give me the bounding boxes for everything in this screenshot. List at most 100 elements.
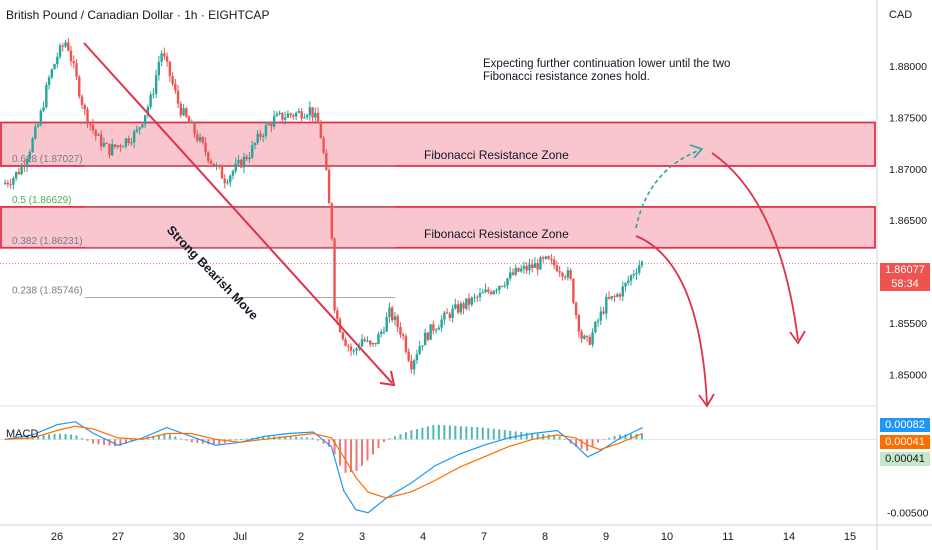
candle-body (363, 339, 366, 342)
fibonacci-label: 0.238 (1.85746) (12, 286, 83, 297)
candle-body (6, 182, 10, 185)
candle-body (316, 112, 320, 124)
candle-body (149, 94, 152, 107)
macd-histogram-bar (558, 436, 561, 440)
candle-body (204, 142, 207, 153)
macd-histogram-bar (240, 439, 243, 440)
candle-body (352, 350, 355, 352)
candle-body (459, 303, 463, 313)
candle-body (251, 145, 254, 158)
macd-histogram-bar (421, 427, 424, 440)
candle-body (42, 107, 45, 111)
candle-body (264, 125, 268, 136)
candle-body (613, 296, 616, 298)
candle-body (143, 115, 147, 125)
time-tick-label: 26 (51, 531, 63, 543)
macd-histogram-bar (371, 439, 374, 455)
time-tick-label: 7 (481, 531, 487, 543)
candle-body (349, 346, 353, 351)
macd-histogram-bar (465, 426, 468, 440)
candle-body (445, 312, 449, 314)
candle-body (289, 113, 292, 115)
candle-body (492, 290, 495, 294)
countdown-tag: 58:34 (880, 277, 930, 291)
candle-body (267, 123, 270, 126)
zone-lower-label: Fibonacci Resistance Zone (424, 227, 569, 241)
candle-body (495, 290, 498, 292)
macd-histogram-bar (262, 436, 265, 440)
candle-body (541, 257, 545, 259)
candle-body (418, 346, 421, 355)
candle-body (640, 261, 644, 266)
macd-histogram-bar (190, 439, 193, 443)
candle-body (28, 152, 32, 160)
macd-histogram-bar (580, 439, 583, 449)
candle-body (234, 163, 237, 172)
candle-body (56, 56, 59, 65)
macd-histogram-bar (48, 434, 51, 440)
candle-body (605, 297, 608, 314)
candle-body (319, 123, 323, 139)
candle-body (470, 297, 473, 305)
macd-histogram-bar (531, 433, 534, 440)
macd-histogram-bar (415, 429, 418, 440)
candle-body (374, 342, 377, 345)
candle-body (514, 267, 517, 275)
time-tick-label: 10 (661, 531, 673, 543)
candle-body (327, 169, 331, 204)
candle-body (330, 203, 334, 239)
signal-line (5, 425, 643, 499)
macd-histogram-bar (498, 429, 501, 440)
candle-body (434, 329, 438, 331)
candle-body (550, 258, 553, 260)
macd-histogram-bar (59, 433, 62, 440)
candle-body (415, 354, 419, 361)
time-axis[interactable]: 26 27 30 Jul 2 3 4 7 8 9 10 11 14 15 (51, 531, 856, 543)
candle-body (544, 256, 548, 259)
time-tick-label: 27 (112, 531, 124, 543)
histogram-value-tag: 0.00041 (880, 452, 930, 466)
candle-body (322, 138, 325, 153)
candle-body (500, 286, 504, 288)
candle-body (390, 307, 394, 321)
candle-body (629, 275, 633, 281)
candle-body (498, 286, 501, 291)
macd-histogram-bar (251, 437, 254, 440)
macd-histogram-bar (437, 424, 440, 440)
candle-body (119, 145, 122, 147)
candle-body (360, 339, 364, 347)
macd-histogram-bar (201, 439, 204, 444)
candle-body (536, 263, 539, 270)
candle-body (412, 360, 416, 370)
candle-body (635, 272, 638, 275)
candle-body (333, 238, 336, 311)
candle-body (25, 159, 29, 167)
candle-body (152, 93, 155, 95)
candle-body (113, 144, 117, 147)
candle-body (399, 327, 402, 335)
candle-body (193, 122, 196, 135)
candle-body (69, 50, 73, 62)
candle-body (382, 331, 386, 333)
candle-body (223, 178, 226, 184)
macd-histogram-bar (91, 439, 94, 444)
candle-body (182, 108, 185, 116)
candle-body (187, 116, 191, 124)
candle-body (511, 272, 515, 275)
price-tick-label: 1.87500 (889, 112, 927, 124)
last-price-tag: 1.86077 (880, 263, 930, 277)
candle-body (89, 124, 92, 126)
candle-body (591, 332, 594, 345)
candle-body (245, 156, 248, 160)
macd-value-tag: 0.00082 (880, 418, 930, 432)
candle-body (344, 339, 347, 346)
macd-histogram-bar (361, 439, 363, 466)
price-tick-label: 1.87000 (889, 164, 927, 176)
macd-histogram-bar (339, 439, 342, 466)
candle-body (473, 296, 476, 298)
candle-body (179, 103, 183, 116)
macd-histogram-bar (393, 436, 396, 440)
candle-body (610, 296, 613, 299)
candle-body (141, 124, 144, 128)
